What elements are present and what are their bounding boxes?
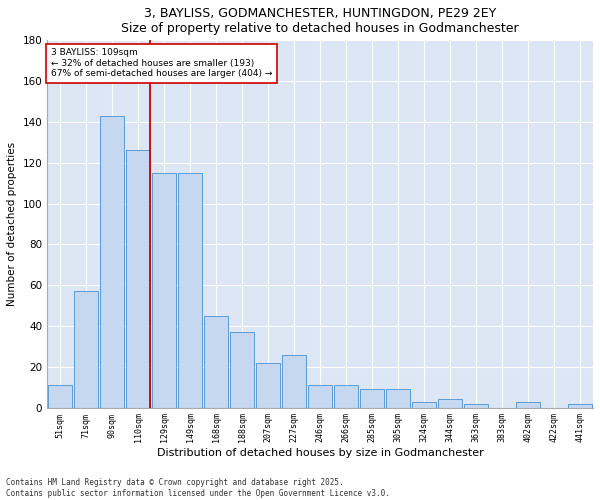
Bar <box>412 402 436 407</box>
Bar <box>464 404 488 407</box>
Bar <box>205 316 228 408</box>
Bar <box>178 173 202 408</box>
Bar <box>568 404 592 407</box>
Text: Contains HM Land Registry data © Crown copyright and database right 2025.
Contai: Contains HM Land Registry data © Crown c… <box>6 478 390 498</box>
Text: 3 BAYLISS: 109sqm
← 32% of detached houses are smaller (193)
67% of semi-detache: 3 BAYLISS: 109sqm ← 32% of detached hous… <box>51 48 272 78</box>
Bar <box>127 150 150 408</box>
Bar <box>517 402 540 407</box>
Bar <box>49 385 72 407</box>
Y-axis label: Number of detached properties: Number of detached properties <box>7 142 17 306</box>
Bar <box>308 385 332 407</box>
Bar <box>100 116 124 408</box>
Bar <box>256 362 280 408</box>
Bar <box>439 400 462 407</box>
Bar <box>361 390 384 407</box>
X-axis label: Distribution of detached houses by size in Godmanchester: Distribution of detached houses by size … <box>157 448 484 458</box>
Bar <box>334 385 358 407</box>
Bar <box>230 332 254 407</box>
Bar <box>74 292 98 408</box>
Bar <box>152 173 176 408</box>
Title: 3, BAYLISS, GODMANCHESTER, HUNTINGDON, PE29 2EY
Size of property relative to det: 3, BAYLISS, GODMANCHESTER, HUNTINGDON, P… <box>121 7 519 35</box>
Bar <box>386 390 410 407</box>
Bar <box>283 354 306 408</box>
